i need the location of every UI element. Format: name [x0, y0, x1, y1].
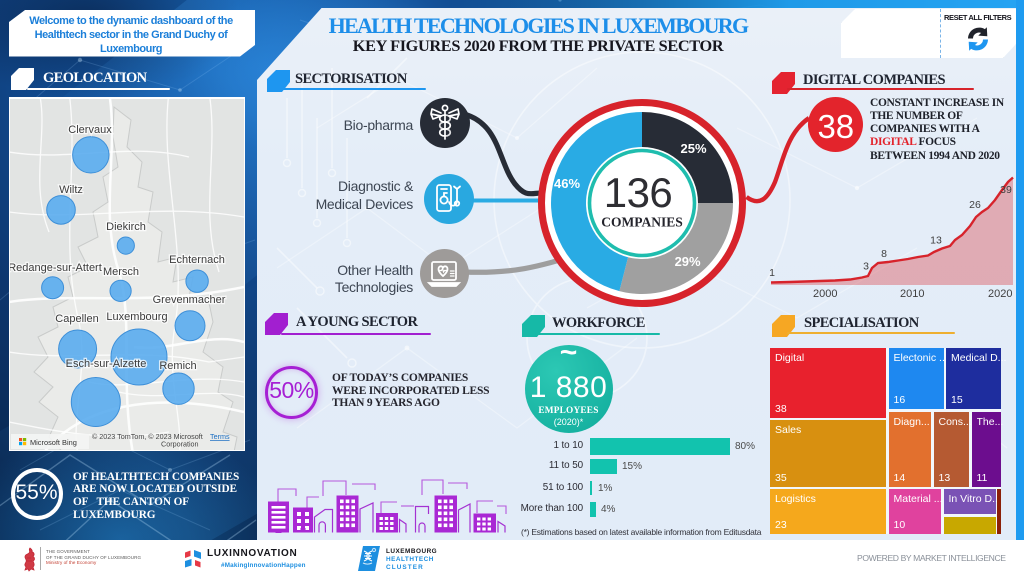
- svg-text:8: 8: [881, 248, 887, 260]
- svg-text:39: 39: [1000, 184, 1012, 196]
- svg-text:Echternach: Echternach: [169, 254, 225, 266]
- svg-text:29%: 29%: [675, 254, 701, 269]
- svg-text:Remich: Remich: [160, 360, 197, 372]
- svg-text:3: 3: [863, 261, 869, 273]
- svg-text:Clervaux: Clervaux: [69, 124, 113, 136]
- svg-text:13: 13: [930, 235, 942, 247]
- svg-text:Corporation: Corporation: [161, 440, 199, 449]
- svg-text:46%: 46%: [554, 176, 580, 191]
- svg-text:Wiltz: Wiltz: [59, 184, 83, 196]
- svg-text:Mersch: Mersch: [103, 266, 139, 278]
- svg-text:Redange-sur-Attert: Redange-sur-Attert: [9, 262, 102, 274]
- svg-text:COMPANIES: COMPANIES: [601, 214, 683, 229]
- svg-text:136: 136: [604, 169, 673, 216]
- svg-text:Esch-sur-Alzette: Esch-sur-Alzette: [66, 358, 147, 370]
- svg-text:26: 26: [969, 199, 981, 211]
- svg-text:1: 1: [769, 267, 775, 279]
- svg-text:Diekirch: Diekirch: [106, 221, 146, 233]
- svg-text:Grevenmacher: Grevenmacher: [153, 294, 226, 306]
- svg-text:25%: 25%: [680, 141, 706, 156]
- svg-text:Microsoft Bing: Microsoft Bing: [30, 438, 77, 447]
- svg-text:Luxembourg: Luxembourg: [107, 311, 168, 323]
- svg-text:© 2023 TomTom, © 2023 Microsof: © 2023 TomTom, © 2023 Microsoft: [92, 432, 203, 441]
- svg-text:Capellen: Capellen: [56, 313, 99, 325]
- svg-text:Terms: Terms: [210, 432, 230, 441]
